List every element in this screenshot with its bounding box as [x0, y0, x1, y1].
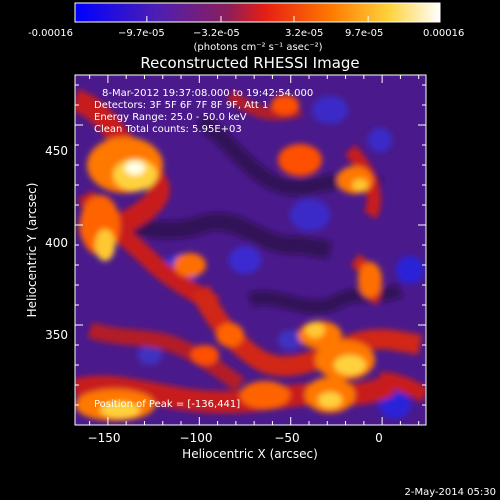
detectors-info: Detectors: 3F 5F 6F 7F 8F 9F, Att 1: [94, 100, 268, 111]
footer-date: 2-May-2014 05:30: [404, 487, 496, 498]
colorbar-ticks: [74, 16, 441, 22]
colorbar-tick-label: 0.00016: [423, 28, 464, 39]
y-tick-label: 400: [45, 236, 68, 250]
colorbar-unit-label: (photons cm⁻² s⁻¹ asec⁻²): [193, 42, 322, 53]
colorbar: [74, 2, 441, 23]
colorbar-tick-label: −3.2e-05: [193, 28, 240, 39]
plot-frame: [74, 74, 427, 426]
colorbar-tick-label: −9.7e-05: [118, 28, 165, 39]
peak-position: Position of Peak = [-136,441]: [94, 399, 240, 410]
y-tick-label: 350: [45, 328, 68, 342]
energy-range-info: Energy Range: 25.0 - 50.0 keV: [94, 112, 247, 123]
x-tick-label: −50: [274, 431, 299, 445]
plot-title: Reconstructed RHESSI Image: [140, 54, 359, 72]
clean-info: Clean Total counts: 5.95E+03: [94, 124, 242, 135]
x-tick-label: 0: [375, 431, 383, 445]
observation-time: 8-Mar-2012 19:37:08.000 to 19:42:54.000: [102, 88, 313, 99]
colorbar-tick-label: 3.2e-05: [285, 28, 323, 39]
colorbar-tick-label: -0.00016: [28, 28, 73, 39]
x-axis-label: Heliocentric X (arcsec): [182, 447, 318, 461]
x-tick-label: −150: [88, 431, 121, 445]
y-tick-label: 450: [45, 144, 68, 158]
y-axis-label: Heliocentric Y (arcsec): [25, 183, 39, 318]
colorbar-tick-label: 9.7e-05: [345, 28, 383, 39]
x-tick-label: −100: [180, 431, 213, 445]
axis-ticks: [75, 75, 426, 425]
rhessi-image: [75, 75, 426, 425]
